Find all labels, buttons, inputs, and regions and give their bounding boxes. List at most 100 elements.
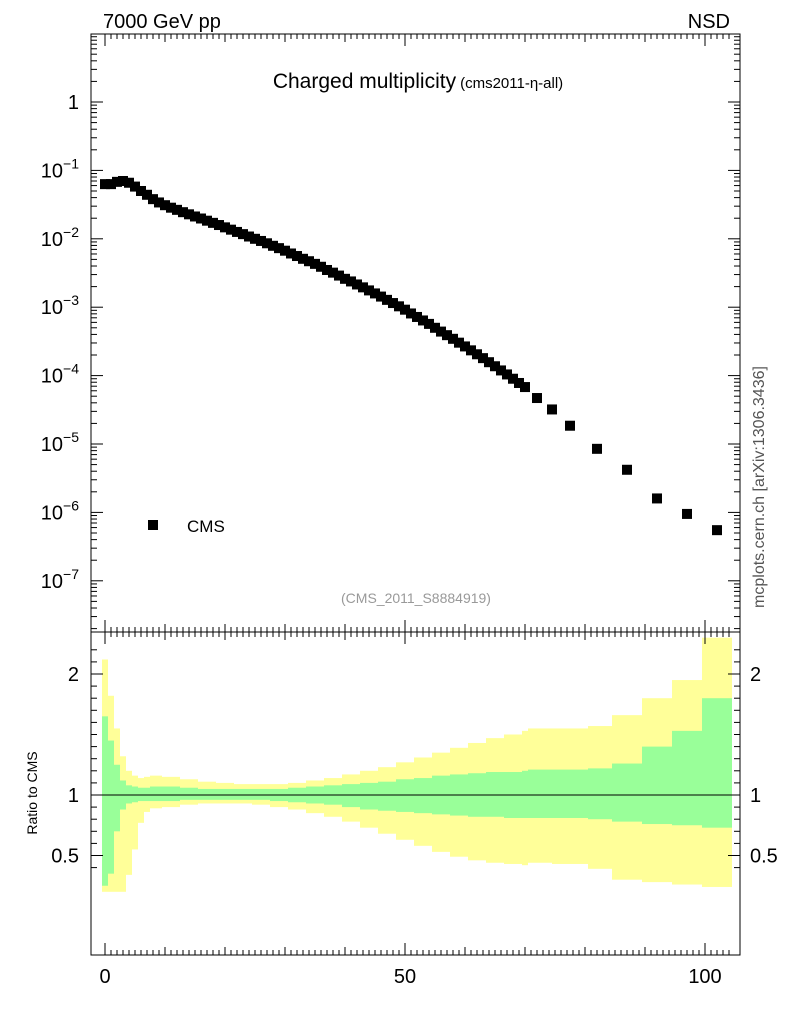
cms-data-point	[184, 209, 194, 220]
ratio-panel-frame	[90, 631, 741, 956]
cms-data-point	[130, 181, 140, 192]
inner-band-bin	[252, 788, 270, 800]
cms-data-point	[178, 207, 188, 218]
cms-data-point	[100, 179, 110, 190]
cms-data-point	[220, 222, 230, 233]
legend-marker	[148, 520, 158, 530]
plot-title-text: Charged multiplicity	[273, 70, 457, 93]
cms-data-point	[460, 341, 470, 352]
inner-band-bin	[114, 764, 120, 832]
cms-data-point	[292, 251, 302, 262]
inner-band-bin	[360, 782, 378, 810]
energy-label: 7000 GeV pp	[103, 11, 221, 33]
inner-band-bin	[144, 787, 150, 802]
cms-data-point	[682, 508, 692, 519]
cms-data-point	[148, 194, 158, 205]
ratio-y-tick-label-left: 1	[68, 785, 79, 807]
cms-data-point	[298, 253, 308, 264]
cms-data-point	[412, 311, 422, 322]
cms-data-point	[172, 204, 182, 215]
cms-data-point	[622, 464, 632, 475]
cms-data-point	[592, 443, 602, 454]
cms-data-point	[652, 493, 662, 504]
inner-band-bin	[180, 787, 198, 800]
cms-data-point	[382, 294, 392, 305]
y-tick-label: 10−2	[41, 224, 79, 251]
cms-data-point	[190, 211, 200, 222]
cms-data-point	[388, 298, 398, 309]
inner-band-bin	[672, 730, 702, 826]
cms-data-point	[142, 189, 152, 200]
inner-band-bin	[528, 769, 552, 818]
x-tick-label: 50	[394, 966, 416, 988]
x-tick-label: 0	[99, 966, 110, 988]
process-label: NSD	[688, 11, 730, 33]
cms-data-point	[160, 200, 170, 211]
cms-data-point	[106, 179, 116, 190]
cms-data-point	[358, 282, 368, 293]
cms-data-point	[370, 288, 380, 299]
ratio-y-tick-label-right: 0.5	[750, 846, 778, 868]
ratio-y-tick-label-left: 2	[68, 664, 79, 686]
cms-data-point	[565, 420, 575, 431]
cms-data-point	[166, 202, 176, 213]
ratio-y-tick-label-right: 2	[750, 664, 761, 686]
cms-data-point	[376, 291, 386, 302]
main-y-tick-labels: 1 10−1 10−2 10−3 10−4 10−5 10−6 10−7	[41, 92, 79, 593]
cms-data-point	[262, 238, 272, 249]
cms-data-point	[442, 330, 452, 341]
cms-data-point	[238, 229, 248, 240]
cms-data-point	[112, 176, 122, 187]
legend-label: CMS	[187, 517, 225, 536]
inner-band-bin	[102, 716, 108, 886]
inner-band-bin	[486, 772, 504, 817]
cms-data-point	[472, 349, 482, 360]
x-tick-label: 100	[688, 966, 721, 988]
cms-data-point	[214, 220, 224, 231]
cms-data-point	[202, 215, 212, 226]
cms-data-point	[280, 245, 290, 256]
cms-data-point	[244, 231, 254, 242]
outer-band-bin	[120, 756, 126, 892]
analysis-watermark: (CMS_2011_S8884919)	[341, 590, 491, 606]
ratio-y-tick-label-left: 0.5	[51, 846, 79, 868]
outer-band-bin	[132, 775, 138, 850]
cms-data-point	[520, 382, 530, 393]
cms-data-point	[394, 301, 404, 312]
cms-data-point	[436, 326, 446, 337]
ratio-axis-label: Ratio to CMS	[24, 751, 40, 834]
inner-band-bin	[162, 786, 180, 802]
inner-band-bin	[342, 784, 360, 808]
inner-band-bin	[150, 786, 162, 802]
cms-data-point	[286, 248, 296, 259]
cms-data-point	[454, 337, 464, 348]
inner-band-bin	[588, 768, 612, 820]
inner-band-bin	[138, 787, 144, 802]
ratio-axis-ticks	[91, 632, 740, 955]
outer-band-bin	[126, 770, 132, 875]
cms-data-point	[256, 235, 266, 246]
y-tick-label: 10−7	[41, 566, 79, 593]
cms-data-point	[250, 233, 260, 244]
ratio-tick-labels: 0.5 0.5 1 1 2 2	[51, 664, 778, 868]
y-tick-label: 10−6	[41, 497, 79, 524]
inner-band-bin	[642, 746, 672, 825]
inner-band-bin	[522, 770, 528, 818]
y-tick-label: 10−1	[41, 155, 79, 182]
inner-band-bin	[132, 786, 138, 803]
inner-band-bin	[414, 778, 432, 814]
cms-data-point	[496, 365, 506, 376]
cms-data-point	[364, 285, 374, 296]
inner-band-bin	[108, 740, 114, 874]
cms-data-point	[448, 333, 458, 344]
cms-data-point	[712, 525, 722, 536]
cms-data-point	[502, 369, 512, 380]
inner-band-bin	[126, 785, 132, 804]
cms-data-point	[232, 226, 242, 237]
inner-band-bin	[396, 779, 414, 812]
y-tick-label: 1	[68, 92, 79, 114]
side-reference-label: mcplots.cern.ch [arXiv:1306.3436]	[751, 366, 768, 608]
cms-data-point	[400, 304, 410, 315]
cms-data-point	[418, 315, 428, 326]
